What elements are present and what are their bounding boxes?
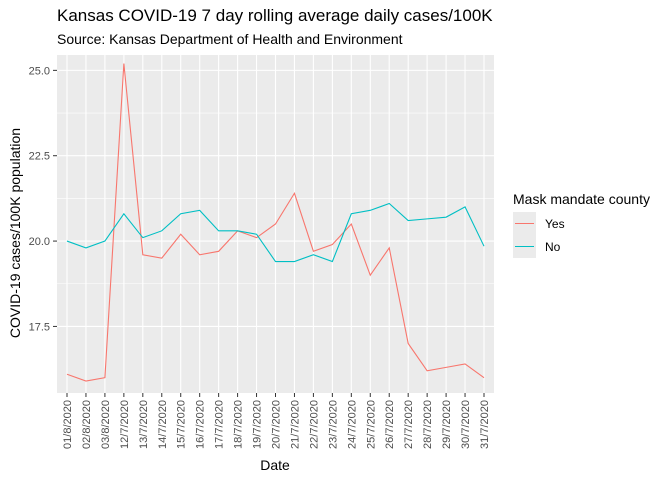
x-tick-label: 25/7/2020 [365,400,377,449]
x-tick-label: 16/7/2020 [195,400,207,449]
x-tick-label: 27/7/2020 [403,400,415,449]
series-line-yes [66,63,485,382]
x-tick-label: 26/7/2020 [384,400,396,449]
x-tick-label: 13/7/2020 [138,400,150,449]
x-tick-label: 28/7/2020 [422,400,434,449]
x-tick-label: 15/7/2020 [176,400,188,449]
x-tick-label: 01/8/2020 [62,400,74,449]
x-tick-label: 17/7/2020 [214,400,226,449]
x-tick-label: 14/7/2020 [157,400,169,449]
y-axis-label: COVID-19 cases/100K population [7,128,23,338]
y-tick-label: 22.5 [29,151,50,163]
y-tick-label: 20.0 [29,236,50,248]
x-tick-label: 18/7/2020 [233,400,245,449]
y-axis-ticks: 17.5 20.0 22.5 25.0 [29,65,57,333]
x-tick-label: 20/7/2020 [271,400,283,449]
x-tick-label: 29/7/2020 [441,400,453,449]
chart-subtitle: Source: Kansas Department of Health and … [57,31,403,47]
y-tick-label: 17.5 [29,321,50,333]
x-tick-label: 21/7/2020 [289,400,301,449]
x-tick-label: 02/8/2020 [81,400,93,449]
legend-label-no: No [545,240,561,254]
y-tick-label: 25.0 [29,65,50,77]
x-axis-label: Date [260,457,290,473]
chart-title: Kansas COVID-19 7 day rolling average da… [57,6,493,25]
series-lines [66,63,485,382]
x-tick-label: 12/7/2020 [119,400,131,449]
legend: Mask mandate county Yes No [513,191,650,258]
x-axis-ticks: 01/8/2020 02/8/2020 03/8/2020 12/7/2020 13/7… [62,393,491,449]
x-tick-label: 31/7/2020 [479,400,491,449]
x-tick-label: 23/7/2020 [327,400,339,449]
x-tick-label: 19/7/2020 [252,400,264,449]
series-line-no [66,202,485,263]
x-tick-label: 22/7/2020 [308,400,320,449]
legend-label-yes: Yes [545,217,565,231]
x-tick-label: 03/8/2020 [100,400,112,449]
legend-title: Mask mandate county [513,191,650,207]
x-tick-label: 24/7/2020 [346,400,358,449]
x-tick-label: 30/7/2020 [460,400,472,449]
